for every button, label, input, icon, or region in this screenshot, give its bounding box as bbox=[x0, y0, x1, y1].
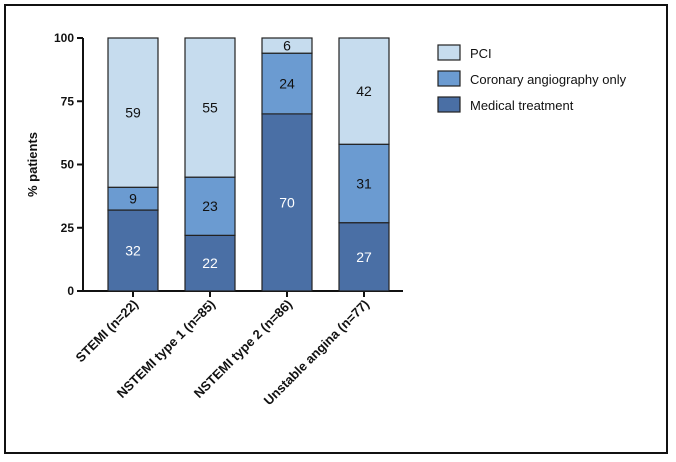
y-tick-label: 50 bbox=[61, 158, 75, 172]
legend-swatch bbox=[437, 70, 461, 87]
segment-value-label: 32 bbox=[125, 243, 141, 259]
segment-value-label: 42 bbox=[356, 83, 372, 99]
segment-value-label: 22 bbox=[202, 255, 218, 271]
segment-labels: 32 9 59 22 23 55 70 24 6 27 31 42 bbox=[125, 38, 372, 272]
y-tick-label: 100 bbox=[54, 31, 74, 45]
segment-value-label: 9 bbox=[129, 191, 137, 207]
y-tick-label: 25 bbox=[61, 221, 75, 235]
bar-segment bbox=[184, 37, 236, 178]
legend-swatch bbox=[437, 44, 461, 61]
segment-value-label: 24 bbox=[279, 76, 295, 92]
bar-segment bbox=[338, 37, 390, 145]
segment-value-label: 23 bbox=[202, 198, 218, 214]
x-axis-labels: STEMI (n=22)NSTEMI type 1 (n=85)NSTEMI t… bbox=[73, 297, 373, 408]
bar-segment bbox=[107, 37, 159, 188]
segment-value-label: 55 bbox=[202, 100, 218, 116]
x-category-label: STEMI (n=22) bbox=[73, 297, 142, 366]
bar-segment bbox=[261, 37, 313, 54]
y-tick-label: 75 bbox=[61, 94, 75, 108]
segment-value-label: 31 bbox=[356, 175, 372, 191]
legend-label: Medical treatment bbox=[470, 98, 574, 113]
legend-label: PCI bbox=[470, 46, 492, 61]
bar-segment bbox=[261, 52, 313, 115]
legend-label: Coronary angiography only bbox=[470, 72, 627, 87]
bars bbox=[107, 37, 390, 292]
segment-value-label: 6 bbox=[283, 38, 291, 54]
bar-segment bbox=[338, 222, 390, 292]
stacked-bar-chart: 0 25 50 75 100 32 9 59 22 23 55 70 24 6 27 31 42 STEMI … bbox=[25, 31, 627, 408]
y-axis-title: % patients bbox=[25, 132, 40, 197]
segment-value-label: 59 bbox=[125, 105, 141, 121]
bar-segment bbox=[261, 113, 313, 292]
figure-frame: 0 25 50 75 100 32 9 59 22 23 55 70 24 6 27 31 42 STEMI … bbox=[4, 4, 668, 454]
legend-swatch bbox=[437, 96, 461, 113]
bar-segment bbox=[338, 143, 390, 224]
segment-value-label: 27 bbox=[356, 249, 372, 265]
legend: PCI Coronary angiography only Medical trea… bbox=[437, 44, 627, 113]
segment-value-label: 70 bbox=[279, 194, 295, 210]
y-tick-label: 0 bbox=[67, 284, 74, 298]
